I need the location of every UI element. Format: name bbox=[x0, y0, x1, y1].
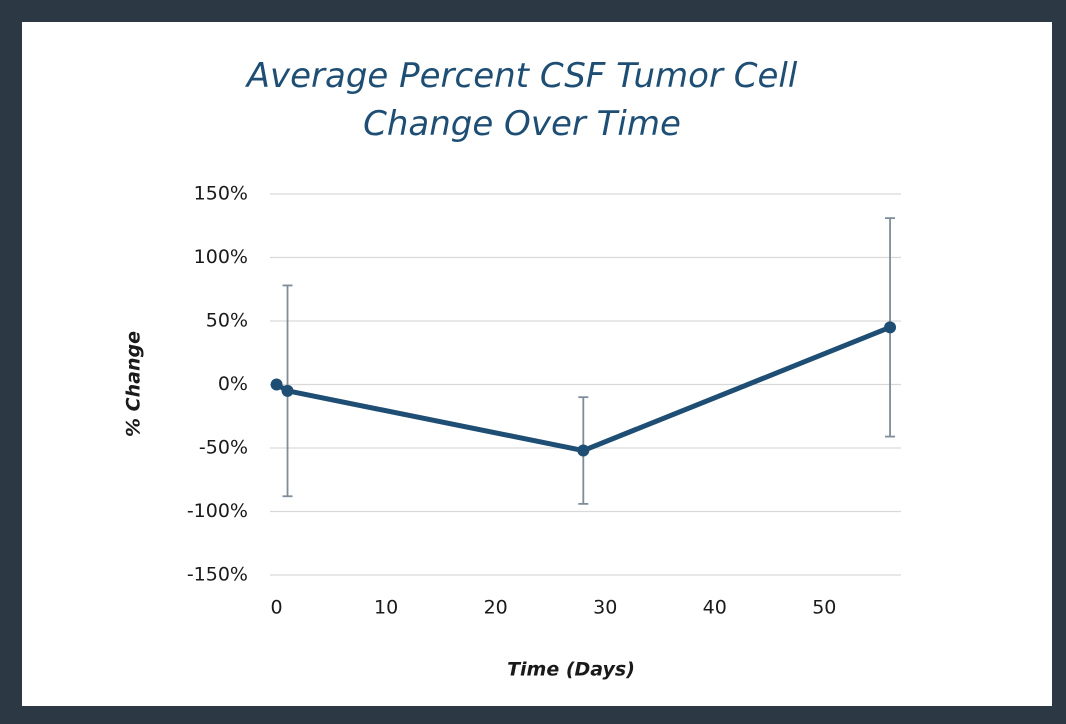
x-tick-label: 10 bbox=[374, 597, 398, 619]
y-axis-title: % Change bbox=[123, 331, 145, 437]
y-tick-label: 0% bbox=[218, 373, 248, 395]
data-point bbox=[281, 384, 294, 397]
x-tick-label: 0 bbox=[271, 597, 283, 619]
y-tick-label: -50% bbox=[199, 437, 248, 459]
x-tick-label: 30 bbox=[593, 597, 617, 619]
x-tick-label: 20 bbox=[484, 597, 508, 619]
y-tick-label: -150% bbox=[187, 564, 248, 586]
y-tick-label: -100% bbox=[187, 500, 248, 522]
y-tick-label: 50% bbox=[206, 310, 248, 332]
data-line bbox=[275, 325, 891, 454]
x-tick-label: 50 bbox=[812, 597, 836, 619]
y-tick-label: 100% bbox=[194, 246, 248, 268]
chart-panel bbox=[22, 22, 1052, 706]
data-point bbox=[270, 378, 283, 391]
x-axis-title: Time (Days) bbox=[507, 659, 635, 681]
y-tick-label: 150% bbox=[194, 183, 248, 205]
data-point bbox=[884, 321, 897, 334]
x-tick-label: 40 bbox=[703, 597, 727, 619]
data-point bbox=[577, 444, 590, 457]
chart-title: Average Percent CSF Tumor Cell Change Ov… bbox=[246, 56, 798, 144]
